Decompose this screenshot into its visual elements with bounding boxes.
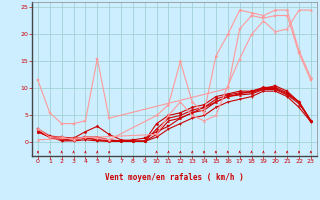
- X-axis label: Vent moyen/en rafales ( km/h ): Vent moyen/en rafales ( km/h ): [105, 173, 244, 182]
